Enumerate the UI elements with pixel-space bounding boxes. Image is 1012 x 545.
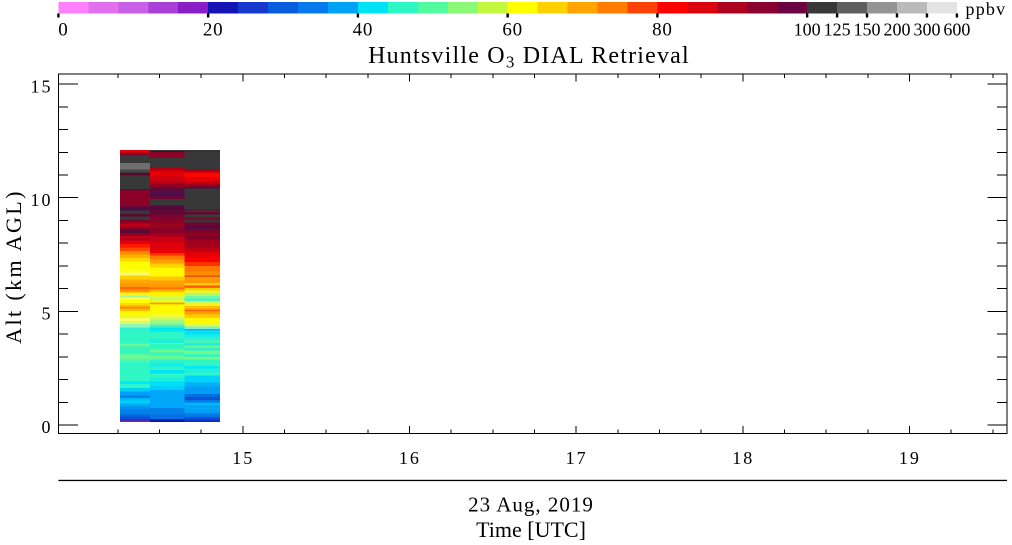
svg-text:Alt (km AGL): Alt (km AGL) (1, 189, 26, 344)
svg-text:300: 300 (913, 20, 940, 40)
svg-text:16: 16 (399, 448, 421, 468)
svg-text:10: 10 (31, 190, 53, 210)
svg-text:200: 200 (884, 20, 911, 40)
svg-text:15: 15 (232, 448, 254, 468)
svg-text:100: 100 (794, 20, 821, 40)
svg-text:5: 5 (42, 304, 53, 324)
svg-text:125: 125 (824, 20, 851, 40)
svg-text:0: 0 (58, 20, 68, 41)
svg-text:15: 15 (31, 76, 53, 96)
svg-text:18: 18 (732, 448, 754, 468)
svg-text:600: 600 (943, 20, 970, 40)
svg-text:17: 17 (566, 448, 588, 468)
svg-text:150: 150 (854, 20, 881, 40)
svg-text:80: 80 (652, 20, 673, 41)
svg-text:23 Aug, 2019: 23 Aug, 2019 (468, 493, 594, 517)
svg-text:Time [UTC]: Time [UTC] (476, 517, 586, 542)
svg-text:40: 40 (353, 20, 374, 41)
svg-text:Huntsville O3 DIAL Retrieval: Huntsville O3 DIAL Retrieval (368, 43, 690, 72)
svg-text:60: 60 (502, 20, 523, 41)
svg-text:19: 19 (899, 448, 921, 468)
svg-text:0: 0 (42, 417, 53, 437)
svg-text:20: 20 (203, 20, 224, 41)
svg-text:ppbv: ppbv (966, 0, 1007, 19)
